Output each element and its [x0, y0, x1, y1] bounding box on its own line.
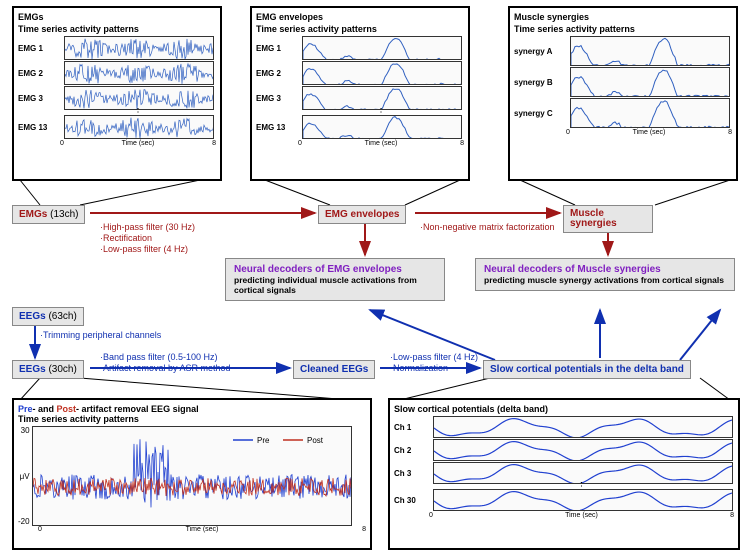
proc-lowpass: ·Low-pass filter (4 Hz)·Normalization [390, 352, 478, 374]
row-label: EMG 3 [18, 94, 60, 103]
node-label: EEGs [19, 311, 46, 322]
row-label: EMG 2 [256, 69, 298, 78]
panel-emg-raw: EMGs Time series activity patterns EMG 1… [12, 6, 222, 181]
row-label: EMG 1 [256, 44, 298, 53]
decoder-title: Neural decoders of EMG envelopes [234, 264, 436, 275]
xmax: 8 [730, 512, 734, 519]
node-emg-envelopes: EMG envelopes [318, 205, 406, 224]
node-decoder-emg: Neural decoders of EMG envelopes predict… [225, 258, 445, 301]
svg-text:Post: Post [307, 436, 324, 445]
node-label: Muscle synergies [570, 208, 617, 229]
decoder-title: Neural decoders of Muscle synergies [484, 264, 726, 275]
node-muscle-synergies: Muscle synergies [563, 205, 653, 233]
ytick: -20 [18, 517, 30, 526]
row-label: Ch 2 [394, 446, 429, 455]
xlabel: Time (sec) [122, 140, 155, 147]
svg-text:Pre: Pre [257, 436, 270, 445]
node-eegs30: EEGs (30ch) [12, 360, 84, 379]
xmin: 0 [38, 526, 42, 533]
xmin: 0 [298, 140, 302, 147]
proc-trim: ·Trimming peripheral channels [40, 330, 161, 341]
node-label: EMGs [19, 209, 47, 220]
row-label: EMG 13 [256, 123, 298, 132]
row-label: Ch 1 [394, 423, 429, 432]
row-label: Ch 30 [394, 496, 429, 505]
panel-subtitle: Time series activity patterns [256, 24, 464, 34]
xmax: 8 [212, 140, 216, 147]
xmin: 0 [60, 140, 64, 147]
xlabel: Time (sec) [186, 526, 219, 533]
panel-subtitle: Time series activity patterns [18, 24, 216, 34]
xmin: 0 [566, 129, 570, 136]
xlabel: Time (sec) [565, 512, 598, 519]
panel-subtitle: Time series activity patterns [514, 24, 732, 34]
row-label: Ch 3 [394, 469, 429, 478]
node-suffix: (13ch) [50, 209, 78, 220]
decoder-desc: predicting individual muscle activations… [234, 275, 436, 295]
panel-title: Muscle synergies [514, 12, 732, 22]
node-label: Slow cortical potentials in the delta ba… [490, 364, 684, 375]
row-label: EMG 1 [18, 44, 60, 53]
xmax: 8 [728, 129, 732, 136]
row-label: synergy A [514, 47, 566, 56]
panel-title: Slow cortical potentials (delta band) [394, 404, 734, 414]
node-decoder-syn: Neural decoders of Muscle synergies pred… [475, 258, 735, 291]
node-scp: Slow cortical potentials in the delta ba… [483, 360, 691, 379]
ylabel: μV [20, 472, 30, 481]
panel-prepost: Pre- and Post- artifact removal EEG sign… [12, 398, 372, 550]
panel-emg-env: EMG envelopes Time series activity patte… [250, 6, 470, 181]
panel-title: Pre- and Post- artifact removal EEG sign… [18, 404, 366, 414]
xmax: 8 [362, 526, 366, 533]
row-label: synergy C [514, 109, 566, 118]
proc-emg-filter: ·High-pass filter (30 Hz)·Rectification·… [100, 222, 195, 254]
proc-bandpass: ·Band pass filter (0.5-100 Hz)·Artifact … [100, 352, 231, 374]
node-emgs: EMGs (13ch) [12, 205, 85, 224]
panel-title: EMGs [18, 12, 216, 22]
node-eegs63: EEGs (63ch) [12, 307, 84, 326]
panel-title: EMG envelopes [256, 12, 464, 22]
node-label: EEGs [19, 364, 46, 375]
row-label: EMG 13 [18, 123, 60, 132]
panel-delta: Slow cortical potentials (delta band) Ch… [388, 398, 740, 550]
row-label: synergy B [514, 78, 566, 87]
ytick: 30 [21, 426, 30, 435]
xmax: 8 [460, 140, 464, 147]
proc-nmf: ·Non-negative matrix factorization [420, 222, 555, 233]
node-suffix: (63ch) [48, 311, 76, 322]
xlabel: Time (sec) [365, 140, 398, 147]
xlabel: Time (sec) [633, 129, 666, 136]
row-label: EMG 3 [256, 94, 298, 103]
node-label: Cleaned EEGs [300, 364, 368, 375]
decoder-desc: predicting muscle synergy activations fr… [484, 275, 726, 285]
panel-synergy: Muscle synergies Time series activity pa… [508, 6, 738, 181]
row-label: EMG 2 [18, 69, 60, 78]
prepost-chart: Pre Post [32, 426, 352, 526]
panel-subtitle: Time series activity patterns [18, 414, 366, 424]
node-suffix: (30ch) [48, 364, 76, 375]
node-cleaned-eegs: Cleaned EEGs [293, 360, 375, 379]
xmin: 0 [429, 512, 433, 519]
node-label: EMG envelopes [325, 209, 399, 220]
